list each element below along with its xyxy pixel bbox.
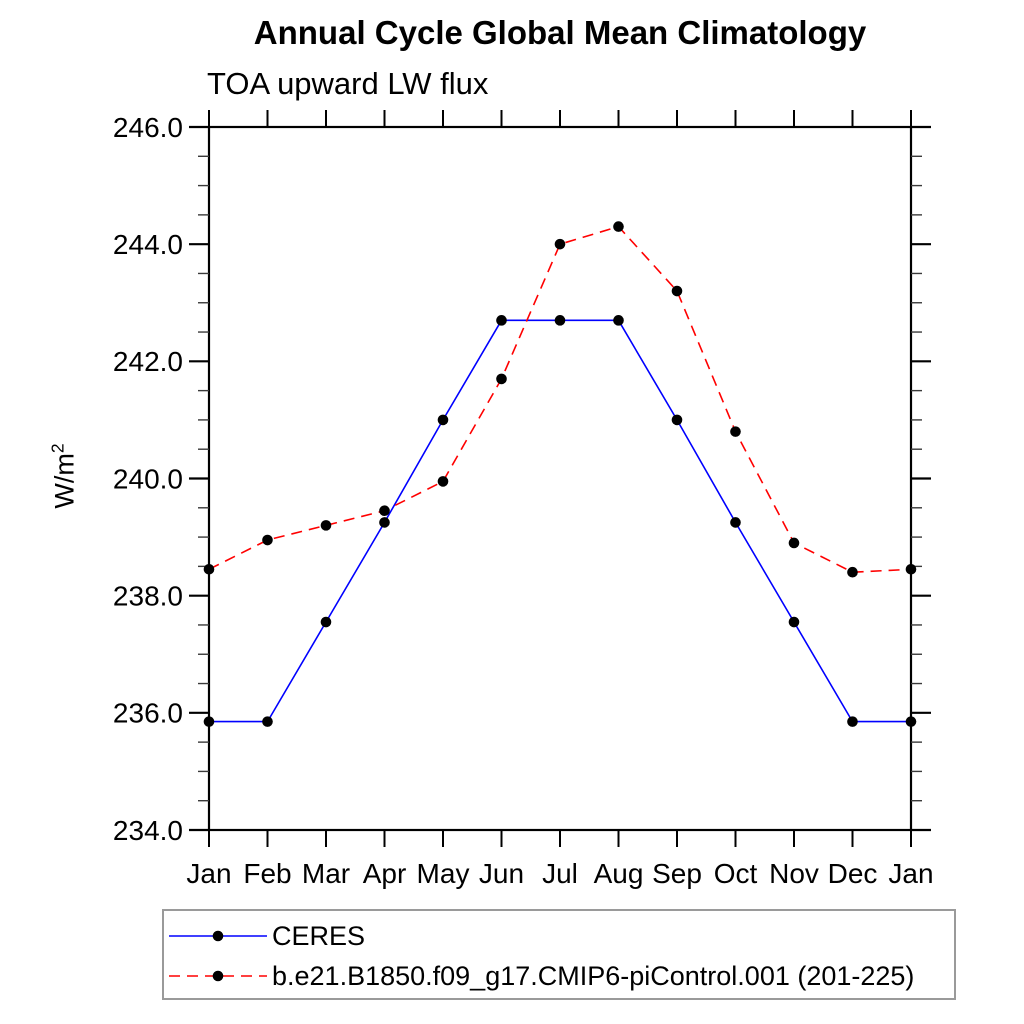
svg-text:Jan: Jan xyxy=(186,858,231,889)
svg-text:Jul: Jul xyxy=(542,858,578,889)
legend-item-model: b.e21.B1850.f09_g17.CMIP6-piControl.001 … xyxy=(169,956,954,996)
model-line xyxy=(208,225,912,574)
ceres-markers xyxy=(203,315,917,727)
model-markers xyxy=(203,221,917,578)
y-tick-labels: 234.0 236.0 238.0 240.0 242.0 244.0 246.0 xyxy=(113,112,183,846)
y-axis-label-exponent: 2 xyxy=(47,443,68,454)
legend-label-model: b.e21.B1850.f09_g17.CMIP6-piControl.001 … xyxy=(272,960,915,991)
svg-text:234.0: 234.0 xyxy=(113,815,183,846)
x-axis-ticks xyxy=(208,110,912,847)
svg-text:Apr: Apr xyxy=(363,858,407,889)
y-axis-label-base: W/m xyxy=(49,453,80,509)
svg-text:238.0: 238.0 xyxy=(113,580,183,611)
y-axis-minor-ticks xyxy=(198,155,922,802)
svg-text:Feb: Feb xyxy=(243,858,291,889)
svg-text:236.0: 236.0 xyxy=(113,698,183,729)
svg-text:Sep: Sep xyxy=(652,858,702,889)
chart-subtitle: TOA upward LW flux xyxy=(207,66,489,101)
svg-text:Oct: Oct xyxy=(714,858,758,889)
x-tick-labels: Jan Feb Mar Apr May Jun Jul Aug Sep Oct Nov Dec Jan xyxy=(186,858,933,889)
legend-label-ceres: CERES xyxy=(272,920,366,951)
y-axis-major-ticks xyxy=(189,125,931,832)
plot-border xyxy=(207,125,913,832)
svg-text:Jan: Jan xyxy=(888,858,933,889)
svg-text:244.0: 244.0 xyxy=(113,229,183,260)
svg-text:240.0: 240.0 xyxy=(113,463,183,494)
legend-item-ceres: CERES xyxy=(169,916,954,956)
y-axis-label: W/m2 xyxy=(48,443,81,508)
svg-text:May: May xyxy=(417,858,470,889)
svg-text:Jun: Jun xyxy=(479,858,524,889)
ceres-line-sample xyxy=(169,930,267,942)
svg-text:Mar: Mar xyxy=(302,858,350,889)
svg-text:Dec: Dec xyxy=(828,858,878,889)
svg-text:246.0: 246.0 xyxy=(113,112,183,143)
ceres-line xyxy=(209,319,911,723)
model-line-sample xyxy=(169,970,267,982)
svg-text:Nov: Nov xyxy=(769,858,819,889)
svg-text:Aug: Aug xyxy=(594,858,644,889)
legend: CERES b.e21.B1850.f09_g17.CMIP6-piContro… xyxy=(162,909,956,1000)
chart-title: Annual Cycle Global Mean Climatology xyxy=(253,14,867,51)
svg-text:242.0: 242.0 xyxy=(113,346,183,377)
